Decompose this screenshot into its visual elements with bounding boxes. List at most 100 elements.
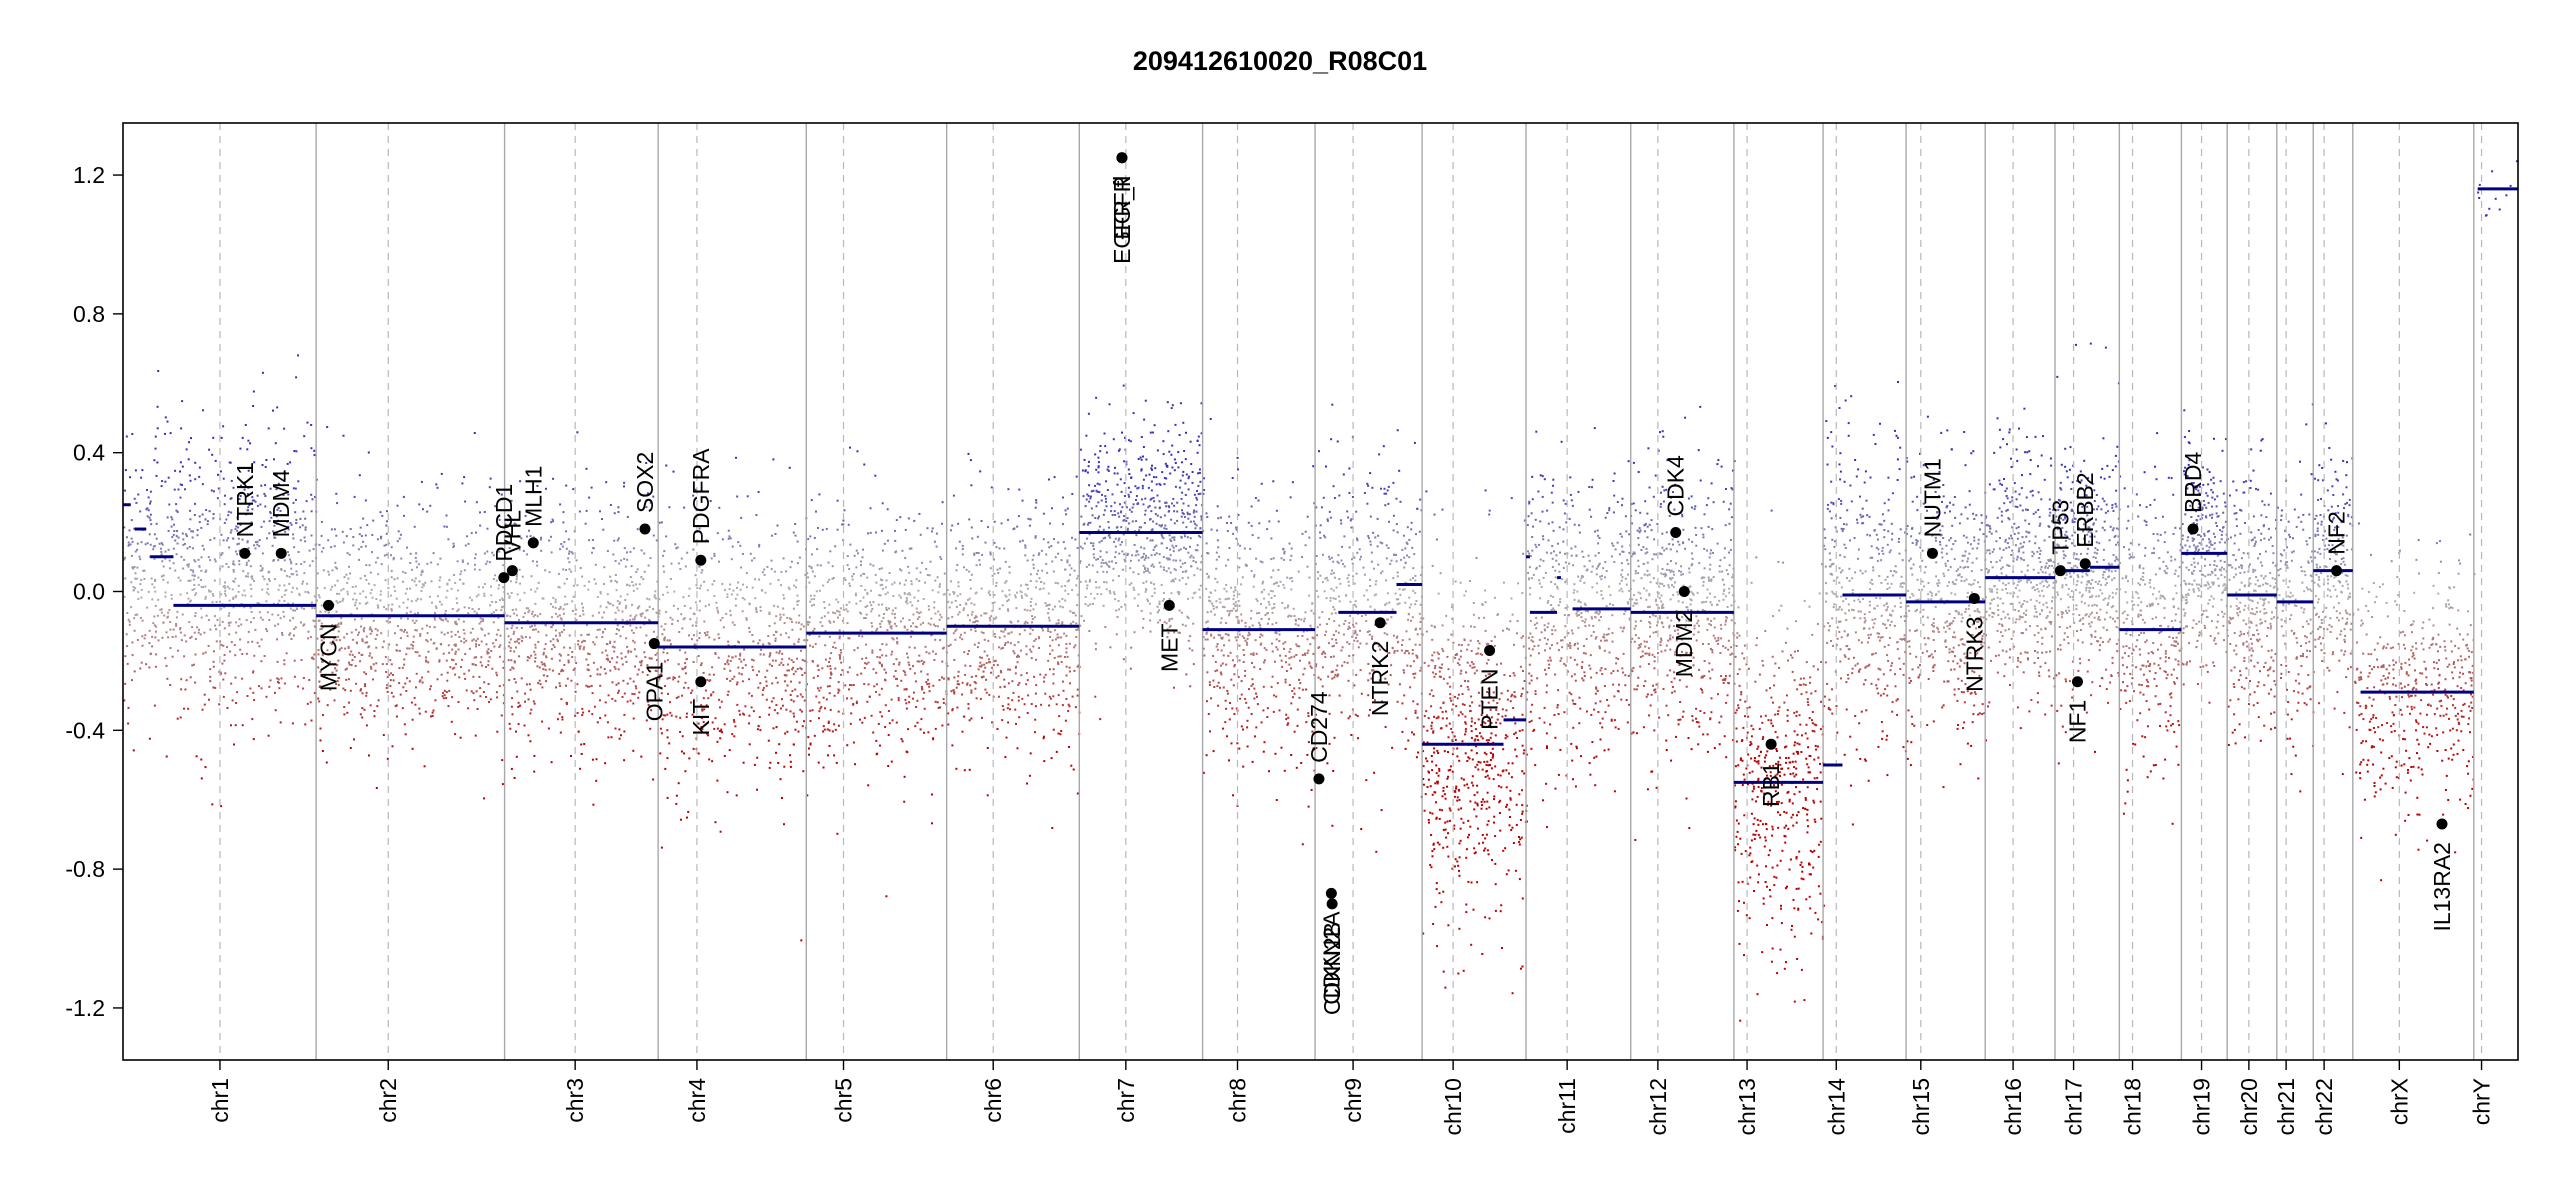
probe-point (695, 584, 698, 587)
probe-point (1034, 603, 1037, 606)
probe-point (559, 634, 561, 637)
probe-point (1165, 477, 1168, 480)
probe-point (789, 754, 791, 757)
probe-point (636, 587, 639, 590)
probe-point (614, 667, 617, 670)
probe-point (1024, 593, 1027, 596)
probe-point (736, 593, 739, 596)
probe-point (807, 576, 810, 579)
probe-point (488, 486, 491, 489)
probe-point (295, 376, 298, 379)
probe-point (221, 565, 224, 568)
probe-point (675, 696, 678, 699)
probe-point (222, 678, 225, 681)
probe-point (992, 558, 995, 561)
probe-point (545, 634, 548, 637)
probe-point (234, 577, 237, 580)
probe-point (375, 787, 378, 789)
probe-point (1049, 668, 1051, 671)
probe-point (1169, 548, 1172, 551)
probe-point (682, 596, 685, 599)
probe-point (1090, 542, 1093, 545)
probe-point (973, 617, 976, 619)
probe-point (632, 589, 635, 592)
probe-point (1255, 598, 1258, 601)
probe-point (1191, 471, 1194, 473)
probe-point (1172, 497, 1175, 500)
probe-point (924, 645, 927, 648)
probe-point (1181, 512, 1184, 514)
probe-point (982, 675, 985, 678)
probe-point (1071, 589, 1074, 591)
probe-point (861, 657, 864, 660)
probe-point (1088, 533, 1091, 536)
probe-point (880, 663, 883, 666)
probe-point (1007, 697, 1010, 700)
probe-point (827, 722, 830, 724)
probe-point (1105, 588, 1108, 591)
probe-point (640, 755, 643, 758)
probe-point (683, 604, 686, 607)
probe-point (211, 803, 214, 806)
probe-point (157, 639, 160, 642)
probe-point (192, 569, 194, 572)
probe-point (829, 550, 832, 553)
probe-point (166, 516, 169, 519)
probe-point (658, 612, 661, 615)
probe-point (230, 511, 233, 514)
probe-point (1004, 628, 1007, 631)
probe-point (265, 628, 268, 630)
probe-point (905, 702, 908, 705)
probe-point (211, 601, 214, 604)
probe-point (467, 607, 470, 609)
probe-point (601, 651, 604, 654)
probe-point (1210, 634, 1213, 637)
probe-point (304, 526, 307, 529)
probe-point (740, 516, 743, 519)
probe-point (646, 674, 649, 676)
probe-point (841, 619, 844, 622)
probe-point (690, 701, 692, 704)
probe-point (246, 541, 249, 544)
probe-point (1142, 503, 1145, 506)
probe-point (449, 666, 452, 669)
probe-point (1183, 516, 1186, 518)
probe-point (797, 599, 800, 602)
probe-point (312, 548, 315, 551)
probe-point (430, 561, 433, 564)
probe-point (891, 609, 894, 612)
probe-point (1001, 604, 1004, 607)
probe-point (242, 570, 245, 573)
probe-point (1228, 597, 1230, 600)
probe-point (762, 689, 765, 692)
probe-point (256, 540, 259, 543)
probe-point (1140, 468, 1143, 471)
probe-point (584, 522, 587, 525)
probe-point (183, 707, 185, 710)
probe-point (513, 650, 516, 653)
probe-point (283, 615, 286, 618)
probe-point (268, 685, 271, 688)
probe-point (1109, 646, 1112, 649)
probe-point (467, 707, 470, 710)
probe-point (882, 616, 885, 619)
probe-point (516, 593, 519, 596)
probe-point (194, 615, 197, 617)
probe-point (506, 614, 508, 617)
probe-point (1195, 504, 1198, 507)
probe-point (750, 694, 753, 697)
probe-point (679, 716, 682, 719)
probe-point (1152, 496, 1155, 499)
probe-point (428, 625, 431, 628)
probe-point (592, 547, 595, 550)
probe-point (881, 579, 884, 582)
probe-point (964, 664, 967, 667)
probe-point (881, 549, 884, 552)
probe-point (261, 567, 264, 570)
probe-point (1160, 583, 1163, 586)
probe-point (881, 643, 884, 646)
probe-point (998, 547, 1001, 550)
probe-point (870, 610, 873, 613)
probe-point (837, 688, 840, 691)
probe-point (593, 643, 596, 646)
